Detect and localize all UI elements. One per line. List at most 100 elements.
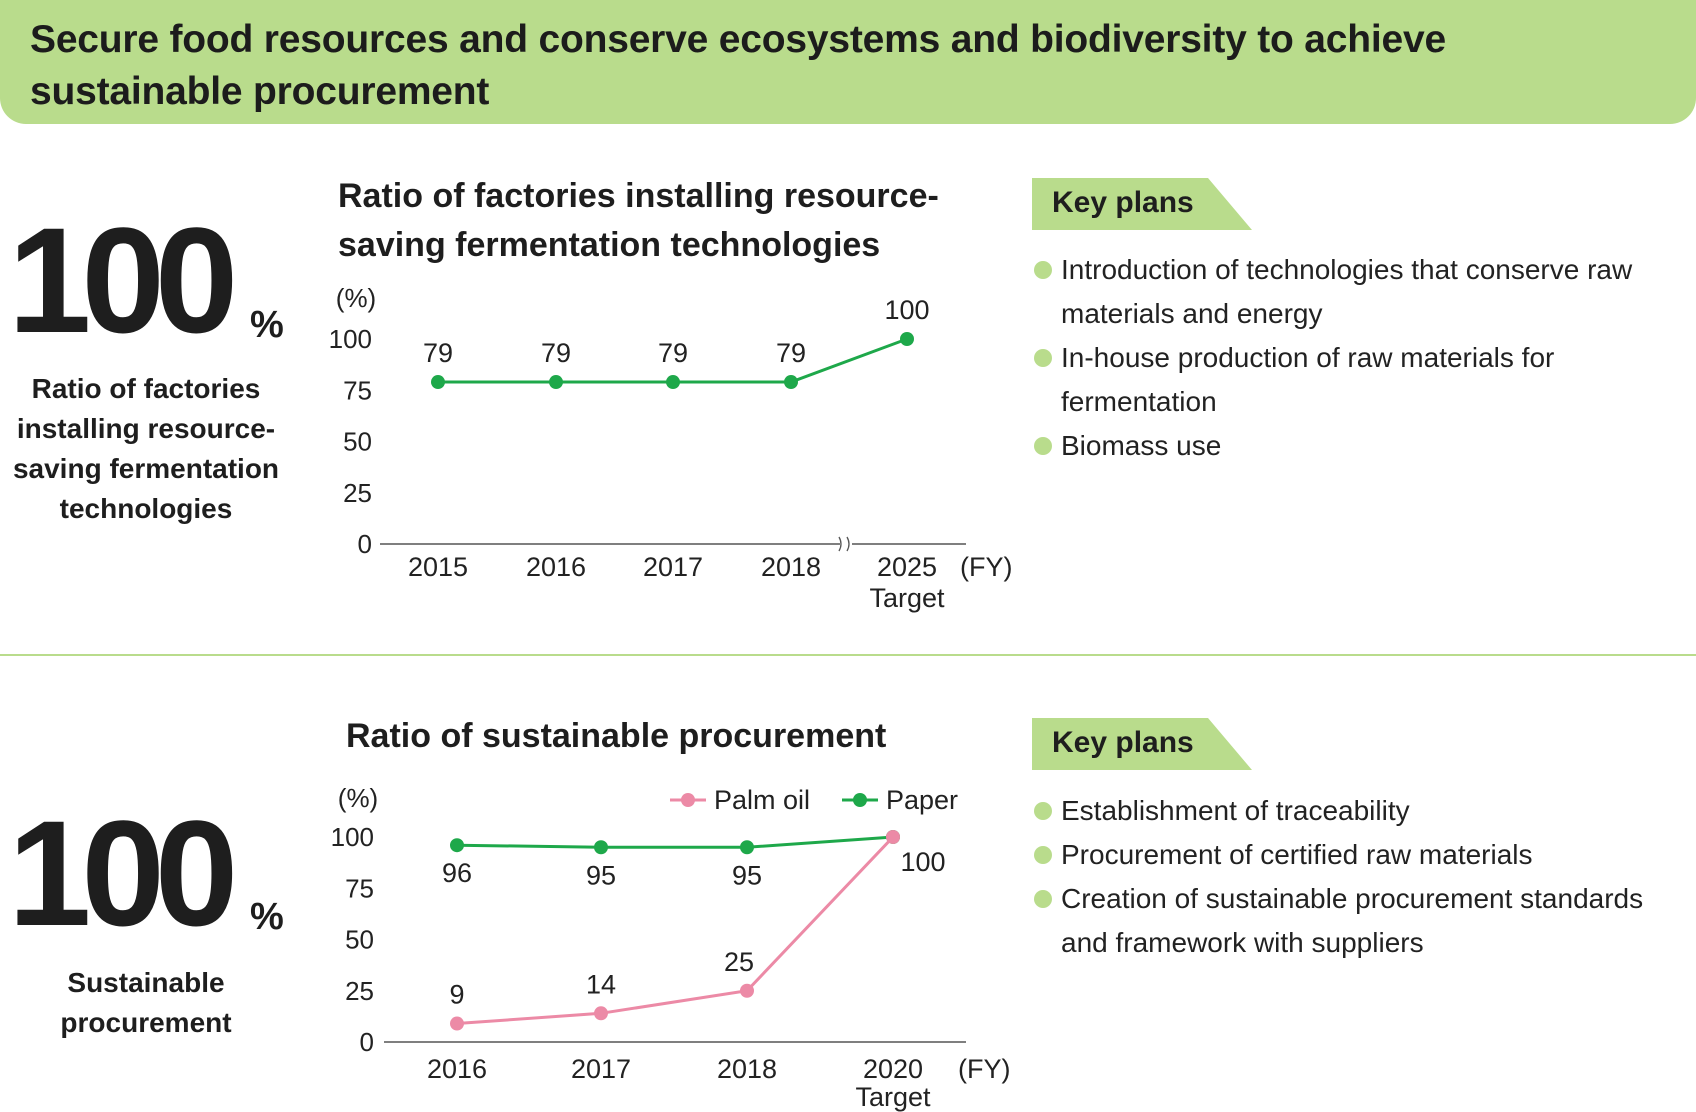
data-label: 96: [442, 858, 472, 888]
key-plan-text: fermentation: [1061, 386, 1217, 417]
palm-oil-line: [456, 835, 895, 1026]
x-tick-label: 2018: [761, 552, 821, 582]
bullet-dot-icon: [1034, 437, 1052, 455]
headline-label: Sustainable procurement: [0, 963, 292, 1043]
key-plans-label: Key plans: [1052, 726, 1194, 759]
y-axis-unit: (%): [336, 283, 376, 313]
x-tick-label: 2016: [526, 552, 586, 582]
y-tick-label: 25: [343, 478, 372, 508]
y-axis-unit: (%): [338, 783, 378, 813]
x-tick-label: 2025: [877, 552, 937, 582]
key-plans-list: Establishment of traceability Procuremen…: [1034, 789, 1694, 965]
data-point: [594, 840, 608, 855]
data-point: [784, 375, 798, 390]
x-tick-label: 2015: [408, 552, 468, 582]
data-label: 79: [776, 338, 806, 368]
headline-label-line: technologies: [59, 493, 233, 524]
key-plans-list: Introduction of technologies that conser…: [1034, 248, 1694, 468]
legend-marker-icon: [681, 793, 695, 807]
bullet-dot-icon: [1034, 890, 1052, 908]
key-plan-text: Introduction of technologies that conser…: [1061, 254, 1633, 285]
x-axis-unit: (FY): [960, 552, 1012, 582]
data-point: [740, 983, 754, 998]
header-banner: Secure food resources and conserve ecosy…: [0, 0, 1696, 124]
headline-unit: %: [250, 304, 284, 346]
section-divider: [0, 654, 1696, 656]
data-point: [431, 375, 445, 390]
data-label: 100: [884, 295, 929, 325]
data-label: 14: [586, 969, 616, 999]
data-point: [900, 332, 914, 346]
chart-title-line: Ratio of factories installing resource-: [338, 177, 939, 215]
key-plan-item: Biomass use: [1034, 424, 1694, 468]
key-plan-text: Biomass use: [1061, 430, 1222, 461]
legend-label: Paper: [886, 785, 958, 815]
key-plan-item: Procurement of certified raw materials: [1034, 833, 1694, 877]
key-plan-text: Procurement of certified raw materials: [1061, 839, 1533, 870]
key-plans-tag: Key plans: [1032, 178, 1252, 230]
data-label: 95: [586, 860, 616, 890]
headline-figure: 100: [8, 196, 238, 364]
data-point: [450, 1016, 464, 1031]
data-label: 25: [724, 947, 754, 977]
key-plan-item: In-house production of raw materials for…: [1034, 336, 1694, 424]
bullet-dot-icon: [1034, 802, 1052, 820]
key-plan-text: Creation of sustainable procurement stan…: [1061, 883, 1644, 914]
bullet-dot-icon: [1034, 349, 1052, 367]
data-point: [450, 838, 464, 853]
x-tick-sublabel: Target: [855, 1082, 931, 1112]
headline-label-line: Ratio of factories: [31, 373, 261, 404]
page-title-line-1: Secure food resources and conserve ecosy…: [30, 18, 1446, 61]
x-tick-label: 2020: [863, 1054, 923, 1084]
x-axis-unit: (FY): [958, 1054, 1010, 1084]
x-tick-label: 2018: [717, 1054, 777, 1084]
data-point: [886, 830, 900, 844]
data-point: [594, 1006, 608, 1021]
key-plan-item: Creation of sustainable procurement stan…: [1034, 877, 1694, 965]
y-tick-label: 100: [329, 324, 372, 354]
paper-line: [456, 835, 894, 849]
headline-label: Ratio of factories installing resource- …: [0, 369, 292, 529]
bullet-dot-icon: [1034, 261, 1052, 279]
x-tick-label: 2017: [643, 552, 703, 582]
headline-label-line: procurement: [60, 1007, 232, 1038]
headline-label-line: Sustainable: [67, 967, 225, 998]
key-plan-text: In-house production of raw materials for: [1061, 342, 1555, 373]
y-tick-label: 100: [331, 822, 374, 852]
data-point: [666, 375, 680, 390]
data-point: [740, 840, 754, 855]
headline-label-line: installing resource-: [16, 413, 276, 444]
data-label: 79: [541, 338, 571, 368]
y-tick-label: 0: [358, 529, 372, 559]
x-tick-sublabel: Target: [869, 583, 945, 613]
key-plan-text: Establishment of traceability: [1061, 795, 1410, 826]
data-label: 100: [900, 847, 945, 877]
key-plan-text: and framework with suppliers: [1061, 927, 1424, 958]
axis-break-icon: [838, 536, 850, 552]
y-tick-label: 25: [345, 976, 374, 1006]
y-tick-label: 75: [345, 873, 374, 903]
chart-title: Ratio of sustainable procurement: [346, 712, 886, 761]
key-plan-item: Introduction of technologies that conser…: [1034, 248, 1694, 336]
headline-unit: %: [250, 896, 284, 938]
data-label: 95: [732, 860, 762, 890]
headline-label-line: saving fermentation: [12, 453, 280, 484]
legend-label: Palm oil: [714, 785, 810, 815]
chart-title-line: Ratio of sustainable procurement: [346, 717, 887, 755]
key-plan-text: materials and energy: [1061, 298, 1323, 329]
y-tick-label: 75: [343, 375, 372, 405]
key-plan-item: Establishment of traceability: [1034, 789, 1694, 833]
chart-title: Ratio of factories installing resource- …: [338, 172, 939, 270]
y-tick-label: 50: [345, 925, 374, 955]
y-tick-label: 0: [360, 1027, 374, 1057]
x-tick-label: 2016: [427, 1054, 487, 1084]
key-plans-label: Key plans: [1052, 186, 1194, 219]
headline-figure: 100: [8, 789, 238, 957]
data-label: 9: [449, 980, 464, 1010]
data-label: 79: [658, 338, 688, 368]
chart-title-line: saving fermentation technologies: [338, 226, 881, 264]
x-tick-label: 2017: [571, 1054, 631, 1084]
y-tick-label: 50: [343, 427, 372, 457]
